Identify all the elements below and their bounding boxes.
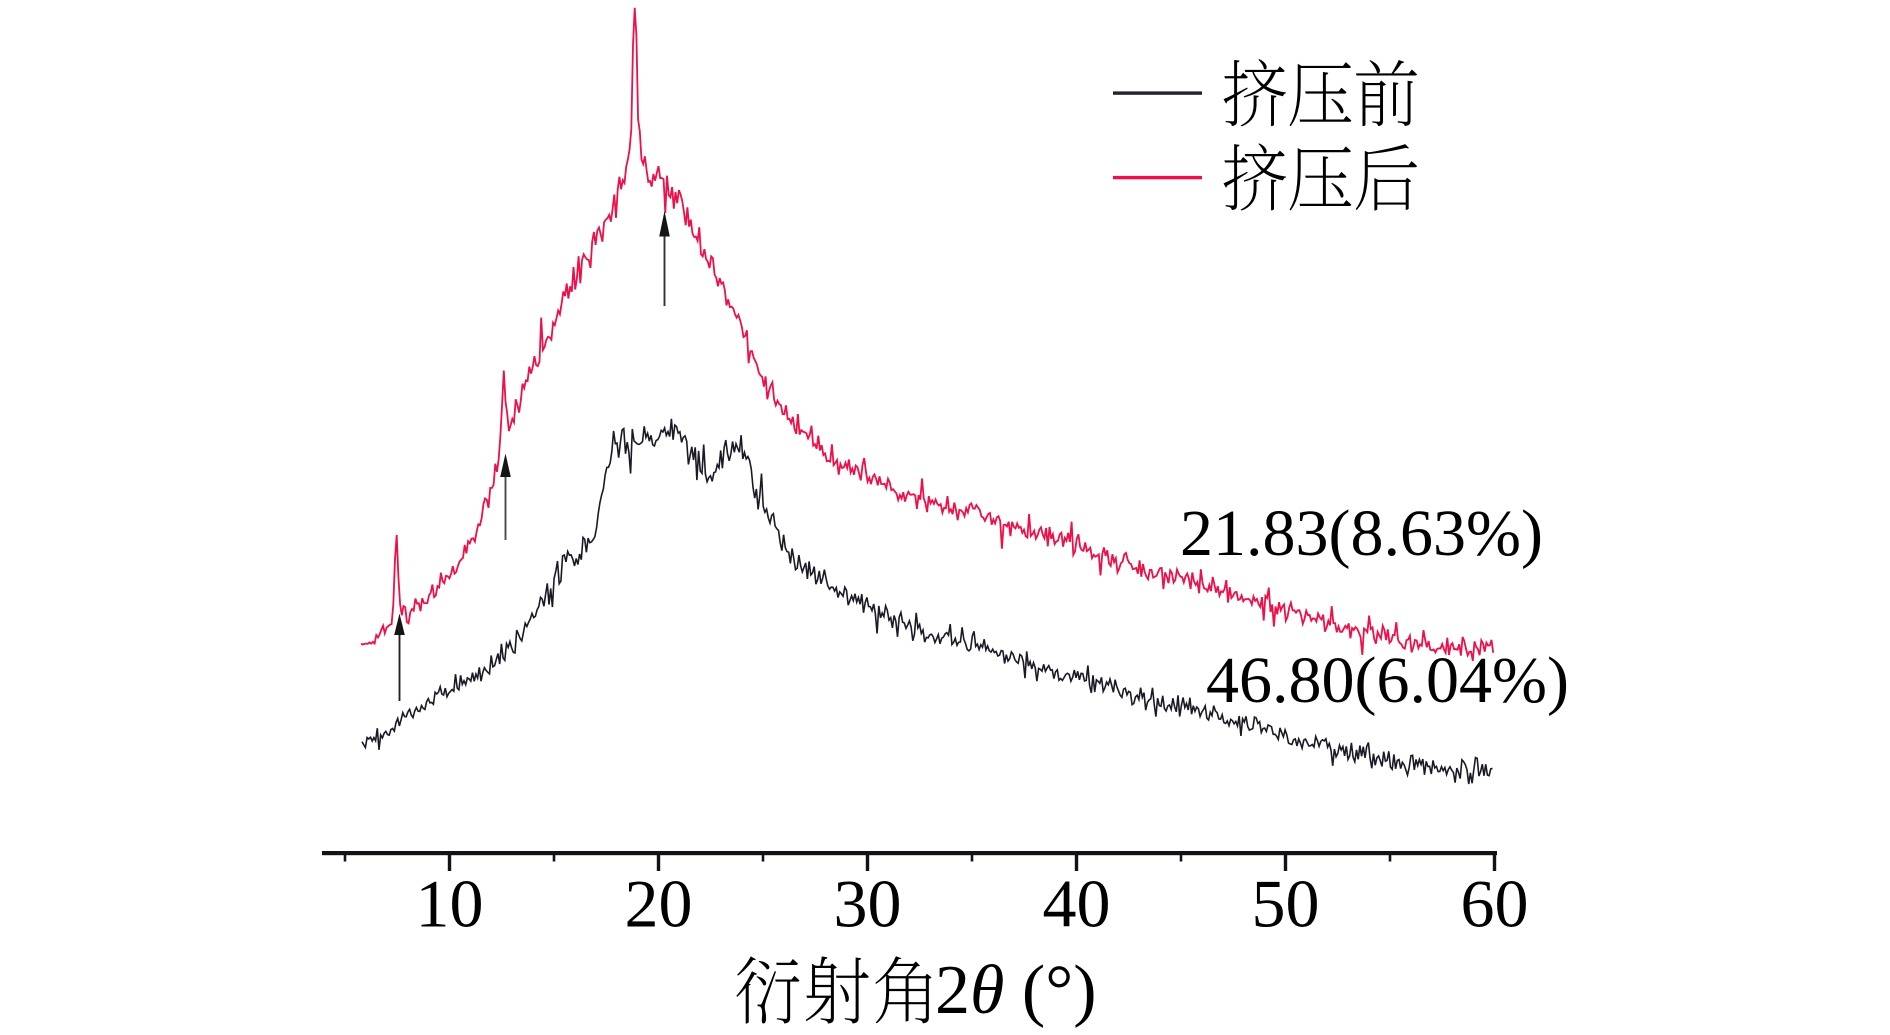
svg-text:60: 60 bbox=[1461, 866, 1529, 942]
svg-text:2θ (°): 2θ (°) bbox=[935, 952, 1097, 1029]
svg-text:50: 50 bbox=[1252, 866, 1320, 942]
svg-text:30: 30 bbox=[834, 866, 902, 942]
svg-text:46.80(6.04%): 46.80(6.04%) bbox=[1206, 644, 1569, 717]
svg-text:40: 40 bbox=[1043, 866, 1111, 942]
svg-text:10: 10 bbox=[416, 866, 484, 942]
svg-text:20: 20 bbox=[625, 866, 693, 942]
svg-text:21.83(8.63%): 21.83(8.63%) bbox=[1180, 497, 1543, 570]
